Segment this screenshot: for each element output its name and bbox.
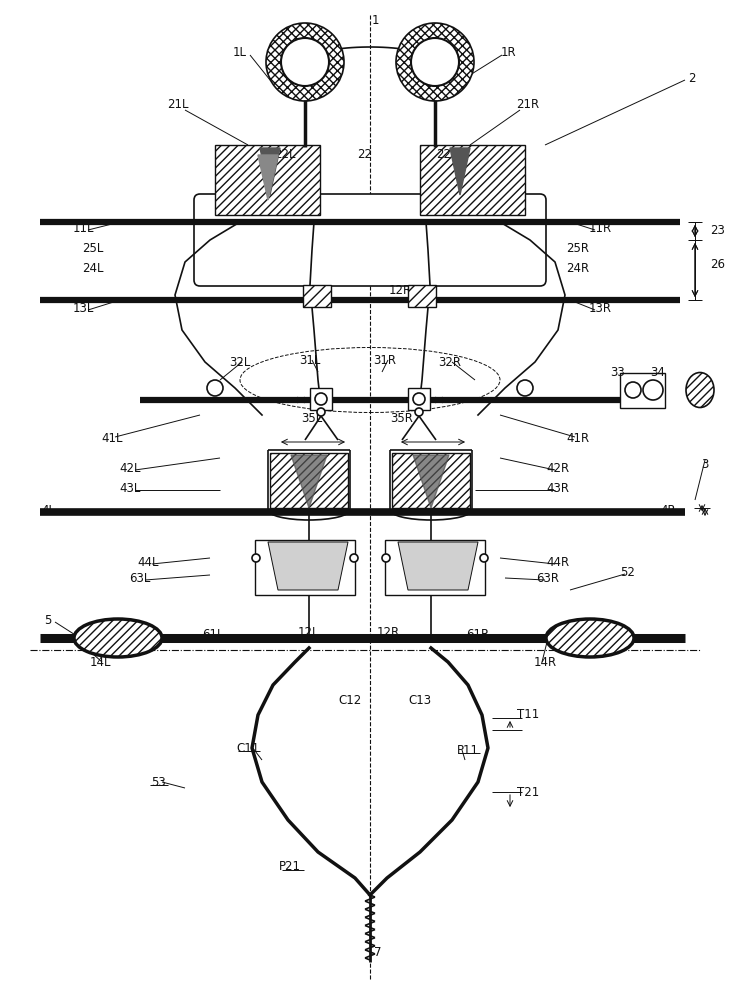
- Text: 13L: 13L: [73, 302, 93, 314]
- Text: 5: 5: [44, 613, 52, 626]
- Text: 11R: 11R: [588, 222, 611, 234]
- Text: 33: 33: [611, 365, 625, 378]
- Text: 61R: 61R: [466, 628, 490, 641]
- Text: 44L: 44L: [137, 556, 159, 568]
- Text: 42R: 42R: [546, 462, 570, 475]
- Text: 2: 2: [688, 72, 696, 85]
- Text: 42L: 42L: [119, 462, 141, 475]
- Text: 32R: 32R: [439, 356, 462, 368]
- Text: 61L: 61L: [202, 628, 224, 641]
- Text: 22: 22: [357, 148, 373, 161]
- Bar: [270, 453, 348, 508]
- Text: C13: C13: [408, 694, 431, 706]
- Text: P11: P11: [457, 744, 479, 756]
- Text: 24R: 24R: [566, 261, 590, 274]
- Text: 1L: 1L: [233, 46, 247, 60]
- Ellipse shape: [266, 23, 344, 101]
- Text: 41R: 41R: [566, 432, 590, 444]
- Circle shape: [207, 380, 223, 396]
- Bar: [385, 540, 485, 595]
- Polygon shape: [450, 148, 470, 195]
- Text: 24L: 24L: [82, 261, 104, 274]
- Bar: [310, 388, 332, 410]
- Circle shape: [411, 38, 459, 86]
- Text: 1: 1: [371, 13, 379, 26]
- Text: 25R: 25R: [567, 241, 590, 254]
- Text: 11L: 11L: [73, 222, 94, 234]
- Text: 21L: 21L: [167, 99, 189, 111]
- Polygon shape: [413, 455, 449, 508]
- Text: 12L: 12L: [309, 284, 330, 296]
- Polygon shape: [258, 155, 278, 200]
- Circle shape: [317, 408, 325, 416]
- Text: 34: 34: [651, 365, 665, 378]
- Text: 3: 3: [701, 458, 708, 472]
- Text: 52: 52: [620, 566, 636, 578]
- Text: 53: 53: [150, 776, 165, 788]
- Circle shape: [625, 382, 641, 398]
- Text: C12: C12: [339, 694, 362, 706]
- Text: 12R: 12R: [388, 284, 411, 296]
- Bar: [408, 285, 436, 307]
- Text: 35R: 35R: [391, 412, 413, 424]
- Text: 26: 26: [711, 258, 725, 271]
- Circle shape: [350, 554, 358, 562]
- Text: 32L: 32L: [229, 356, 250, 368]
- Text: 25L: 25L: [82, 241, 104, 254]
- Text: 43R: 43R: [547, 482, 570, 494]
- Text: 31L: 31L: [299, 354, 321, 366]
- Circle shape: [413, 393, 425, 405]
- Bar: [620, 373, 665, 408]
- Bar: [255, 540, 355, 595]
- Bar: [392, 453, 470, 508]
- Circle shape: [480, 554, 488, 562]
- Bar: [408, 388, 430, 410]
- Text: 43L: 43L: [119, 482, 141, 494]
- Text: 14L: 14L: [89, 656, 110, 668]
- FancyBboxPatch shape: [194, 194, 546, 286]
- Polygon shape: [291, 455, 327, 508]
- Text: 31R: 31R: [373, 354, 396, 366]
- Text: C11: C11: [236, 742, 259, 754]
- Text: 12R: 12R: [376, 626, 399, 639]
- Text: 35L: 35L: [302, 412, 322, 424]
- Text: P21: P21: [279, 860, 301, 874]
- Polygon shape: [398, 542, 478, 590]
- Text: 41L: 41L: [102, 432, 123, 444]
- Circle shape: [315, 393, 327, 405]
- Text: T21: T21: [517, 786, 539, 798]
- Bar: [303, 285, 331, 307]
- Text: 23: 23: [711, 224, 725, 236]
- Text: 21R: 21R: [516, 99, 539, 111]
- Text: 7: 7: [374, 946, 382, 960]
- Text: 63L: 63L: [130, 572, 150, 584]
- Text: 13R: 13R: [588, 302, 611, 314]
- Circle shape: [252, 554, 260, 562]
- Text: 22R: 22R: [436, 148, 459, 161]
- Text: T11: T11: [517, 708, 539, 722]
- Circle shape: [643, 380, 663, 400]
- Text: 1R: 1R: [500, 46, 516, 60]
- Text: 22L: 22L: [274, 148, 296, 161]
- Ellipse shape: [396, 23, 474, 101]
- Circle shape: [415, 408, 423, 416]
- Text: 12L: 12L: [297, 626, 319, 639]
- Ellipse shape: [546, 619, 634, 657]
- Bar: [420, 145, 525, 215]
- Text: 44R: 44R: [546, 556, 570, 568]
- Polygon shape: [268, 542, 348, 590]
- Text: 14R: 14R: [534, 656, 556, 668]
- Text: 4L: 4L: [41, 504, 55, 516]
- Ellipse shape: [686, 372, 714, 408]
- Circle shape: [517, 380, 533, 396]
- Ellipse shape: [74, 619, 162, 657]
- Bar: [215, 145, 320, 215]
- Circle shape: [382, 554, 390, 562]
- Text: 63R: 63R: [536, 572, 559, 584]
- Text: 4R: 4R: [660, 504, 676, 516]
- Polygon shape: [260, 148, 280, 195]
- Circle shape: [281, 38, 329, 86]
